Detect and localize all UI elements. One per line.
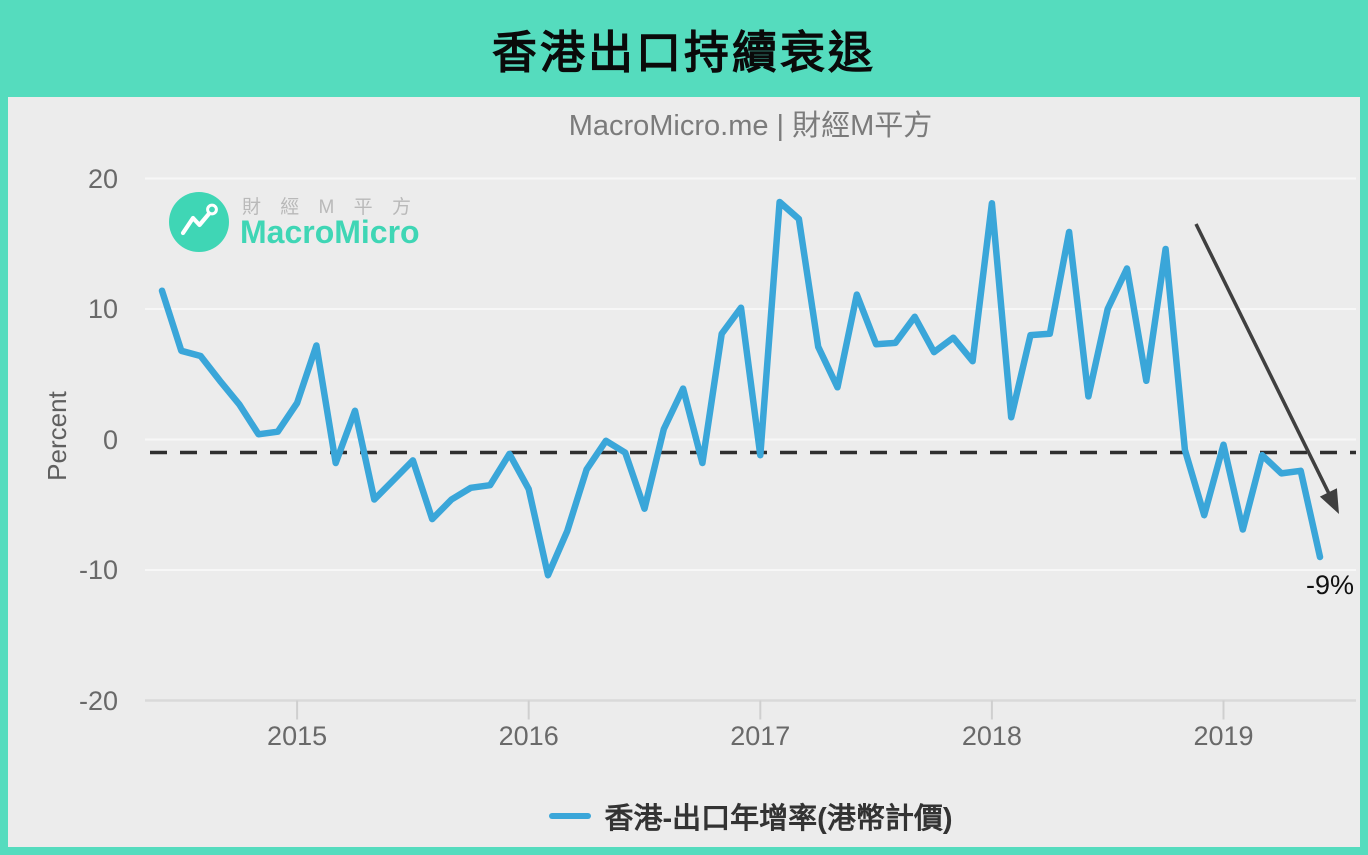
x-axis-tick-label: 2015 bbox=[267, 721, 328, 751]
y-axis-tick-label: 10 bbox=[87, 294, 118, 324]
annotation-label: -9% bbox=[1305, 570, 1354, 600]
y-axis-tick-label: -10 bbox=[78, 555, 118, 585]
y-axis-tick-label: 0 bbox=[102, 424, 118, 455]
page-title: 香港出口持續衰退 bbox=[491, 27, 876, 78]
header-band: 香港出口持續衰退 bbox=[0, 0, 1368, 97]
legend-item[interactable]: 香港-出口年增率(港幣計價) bbox=[548, 795, 953, 837]
legend-label: 香港-出口年增率(港幣計價) bbox=[604, 803, 953, 835]
macromicro-logo: 財 經 M 平 方 MacroMicro bbox=[169, 190, 469, 256]
legend: 香港-出口年增率(港幣計價) bbox=[145, 795, 1356, 837]
x-axis-tick-label: 2017 bbox=[730, 721, 791, 751]
logo-brand: MacroMicro bbox=[240, 214, 420, 250]
y-axis-tick-label: -20 bbox=[78, 685, 118, 716]
legend-line-swatch bbox=[548, 813, 591, 819]
x-axis-tick-label: 2016 bbox=[498, 721, 559, 751]
watermark-text: MacroMicro.me | 財經M平方 bbox=[568, 110, 933, 142]
x-axis-tick-label: 2018 bbox=[961, 721, 1022, 751]
trend-line-icon bbox=[169, 192, 229, 252]
y-axis-tick-label: 20 bbox=[87, 163, 118, 194]
x-axis-tick-label: 2019 bbox=[1193, 721, 1254, 751]
